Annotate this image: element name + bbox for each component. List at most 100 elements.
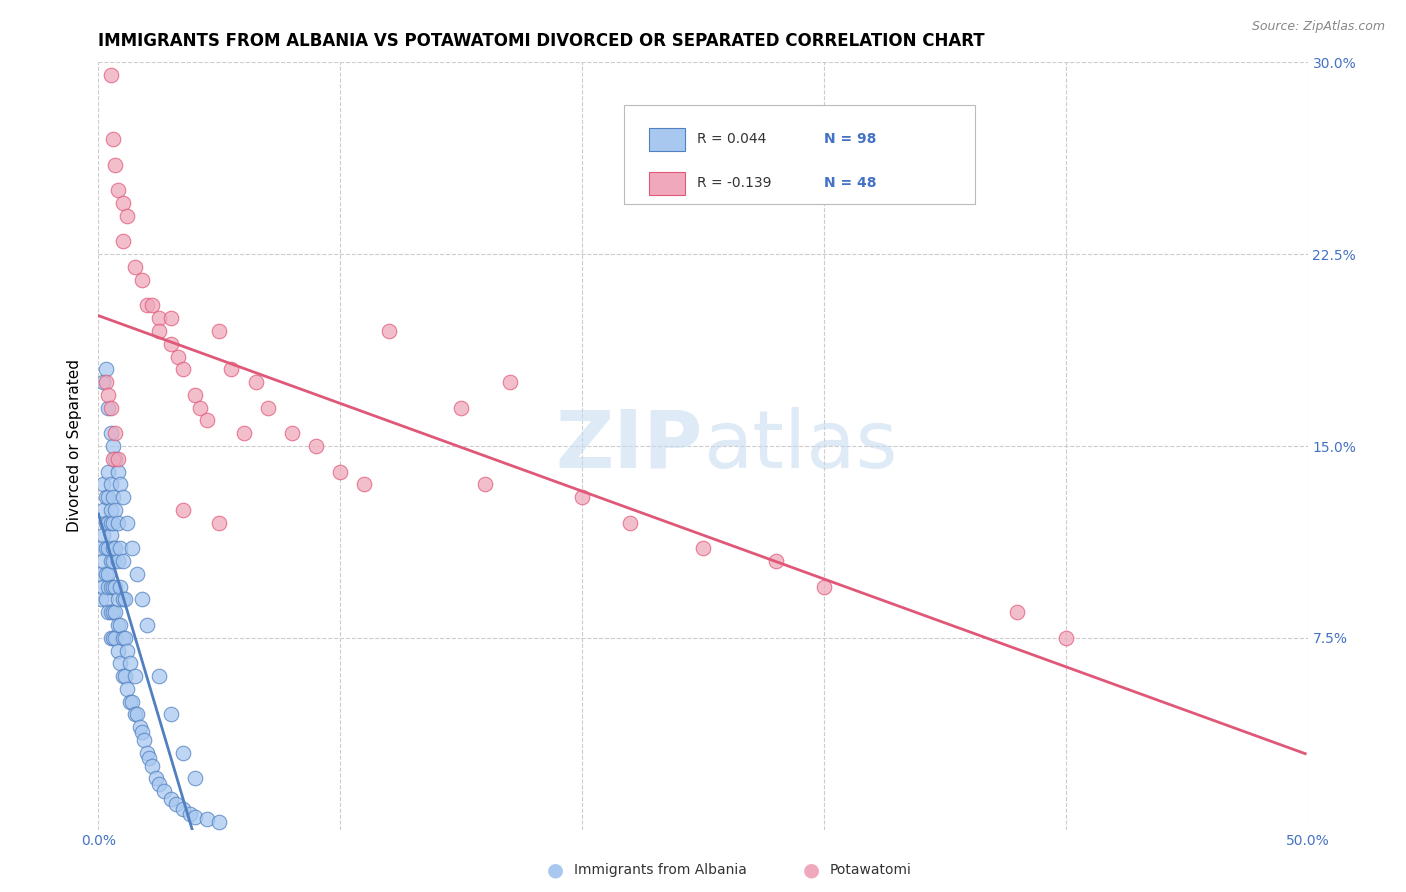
Point xyxy=(1007,605,1029,619)
Point xyxy=(117,643,139,657)
Point xyxy=(148,311,170,326)
Point xyxy=(107,465,129,479)
Point xyxy=(692,541,714,556)
Point xyxy=(124,260,146,274)
Text: atlas: atlas xyxy=(703,407,897,485)
Point xyxy=(100,580,122,594)
Point xyxy=(100,605,122,619)
Point xyxy=(107,451,129,466)
Text: ●: ● xyxy=(803,860,820,880)
Point xyxy=(160,336,183,351)
Point xyxy=(101,451,124,466)
Point xyxy=(152,784,174,798)
Point xyxy=(108,657,131,671)
Point xyxy=(104,426,127,441)
Point xyxy=(111,592,134,607)
Point xyxy=(353,477,375,491)
Y-axis label: Divorced or Separated: Divorced or Separated xyxy=(67,359,83,533)
Point xyxy=(111,196,134,211)
Point xyxy=(108,618,131,632)
Point xyxy=(118,657,141,671)
Point xyxy=(97,401,120,415)
Point xyxy=(94,541,117,556)
Point xyxy=(101,490,124,504)
Point xyxy=(179,807,201,822)
Point xyxy=(124,669,146,683)
Point xyxy=(107,618,129,632)
Point xyxy=(94,516,117,530)
Point xyxy=(111,631,134,645)
Point xyxy=(1054,631,1077,645)
Point xyxy=(160,792,183,806)
Point xyxy=(208,814,231,829)
Point xyxy=(104,631,127,645)
Text: R = -0.139: R = -0.139 xyxy=(697,177,772,190)
Point xyxy=(127,707,149,722)
Point xyxy=(571,490,593,504)
Point xyxy=(97,490,120,504)
Point xyxy=(184,388,207,402)
Point xyxy=(134,733,156,747)
Point xyxy=(305,439,328,453)
Point xyxy=(101,554,124,568)
Point xyxy=(165,797,187,811)
Point xyxy=(97,388,120,402)
Point xyxy=(141,298,163,312)
Point xyxy=(104,451,127,466)
Point xyxy=(111,490,134,504)
Text: N = 98: N = 98 xyxy=(824,132,876,146)
Point xyxy=(107,183,129,197)
Point xyxy=(172,503,194,517)
Point xyxy=(107,516,129,530)
Point xyxy=(141,758,163,772)
Point xyxy=(94,362,117,376)
Point xyxy=(101,631,124,645)
Point xyxy=(97,541,120,556)
Point xyxy=(91,477,114,491)
Point xyxy=(94,566,117,581)
Point xyxy=(281,426,304,441)
Text: ●: ● xyxy=(547,860,564,880)
Point xyxy=(256,401,278,415)
Point xyxy=(138,751,160,765)
Point xyxy=(101,132,124,146)
Point xyxy=(121,695,143,709)
Text: N = 48: N = 48 xyxy=(824,177,876,190)
Point xyxy=(160,707,183,722)
Point xyxy=(118,695,141,709)
Point xyxy=(107,554,129,568)
Point xyxy=(135,298,157,312)
Point xyxy=(100,68,122,82)
Point xyxy=(148,669,170,683)
Point xyxy=(117,516,139,530)
Point xyxy=(188,401,211,415)
Point xyxy=(131,592,153,607)
Point xyxy=(245,375,267,389)
Point xyxy=(172,746,194,760)
Point xyxy=(195,413,218,427)
Point xyxy=(104,580,127,594)
Point xyxy=(91,528,114,542)
Point xyxy=(90,592,112,607)
Point xyxy=(160,311,183,326)
Point xyxy=(111,669,134,683)
Point xyxy=(121,541,143,556)
Point xyxy=(94,592,117,607)
Point xyxy=(100,516,122,530)
Point xyxy=(100,631,122,645)
Point xyxy=(100,554,122,568)
Text: Source: ZipAtlas.com: Source: ZipAtlas.com xyxy=(1251,20,1385,33)
Point xyxy=(127,566,149,581)
Point xyxy=(128,720,150,734)
Text: IMMIGRANTS FROM ALBANIA VS POTAWATOMI DIVORCED OR SEPARATED CORRELATION CHART: IMMIGRANTS FROM ALBANIA VS POTAWATOMI DI… xyxy=(98,32,986,50)
FancyBboxPatch shape xyxy=(648,128,685,151)
Point xyxy=(100,426,122,441)
Point xyxy=(148,324,170,338)
Point xyxy=(131,273,153,287)
Point xyxy=(104,605,127,619)
Point xyxy=(131,725,153,739)
Point xyxy=(619,516,641,530)
Point xyxy=(474,477,496,491)
Point xyxy=(498,375,520,389)
Point xyxy=(104,541,127,556)
